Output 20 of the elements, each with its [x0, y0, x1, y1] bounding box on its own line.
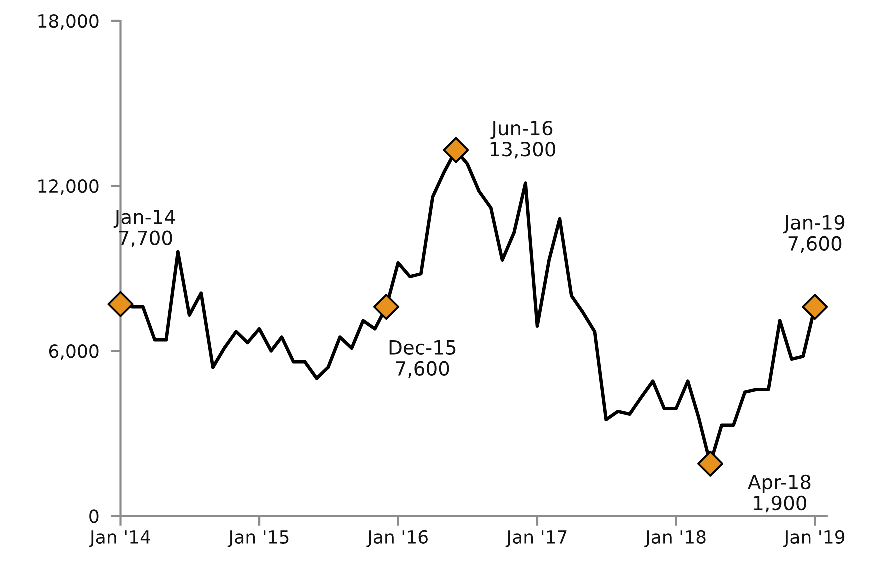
point [443, 137, 470, 164]
point [698, 450, 724, 477]
point [802, 294, 828, 320]
annotation: Jan-14 7,700 [114, 210, 176, 248]
x-tick-label: Jan '16 [366, 530, 428, 548]
y-tick-label: 6,000 [49, 344, 99, 360]
x-tick-label: Jan '14 [89, 530, 150, 548]
y-tick-label: 18,000 [38, 14, 99, 30]
x-tick-label: Jan '18 [644, 530, 706, 548]
x-tick-label: Jan '19 [783, 530, 845, 548]
point [374, 294, 400, 320]
point [108, 291, 134, 318]
y-tick-label: 0 [90, 510, 99, 524]
annotation: Apr-18 1,900 [748, 474, 811, 513]
annotation: Jan-19 7,600 [783, 215, 845, 253]
x-tick-label: Jan '17 [506, 530, 567, 548]
x-tick-label: Jan '15 [228, 530, 289, 548]
annotation: Jun-16 13,300 [490, 120, 556, 159]
y-tick-label: 12,000 [38, 180, 99, 195]
annotation: Dec-15 7,600 [390, 340, 456, 378]
